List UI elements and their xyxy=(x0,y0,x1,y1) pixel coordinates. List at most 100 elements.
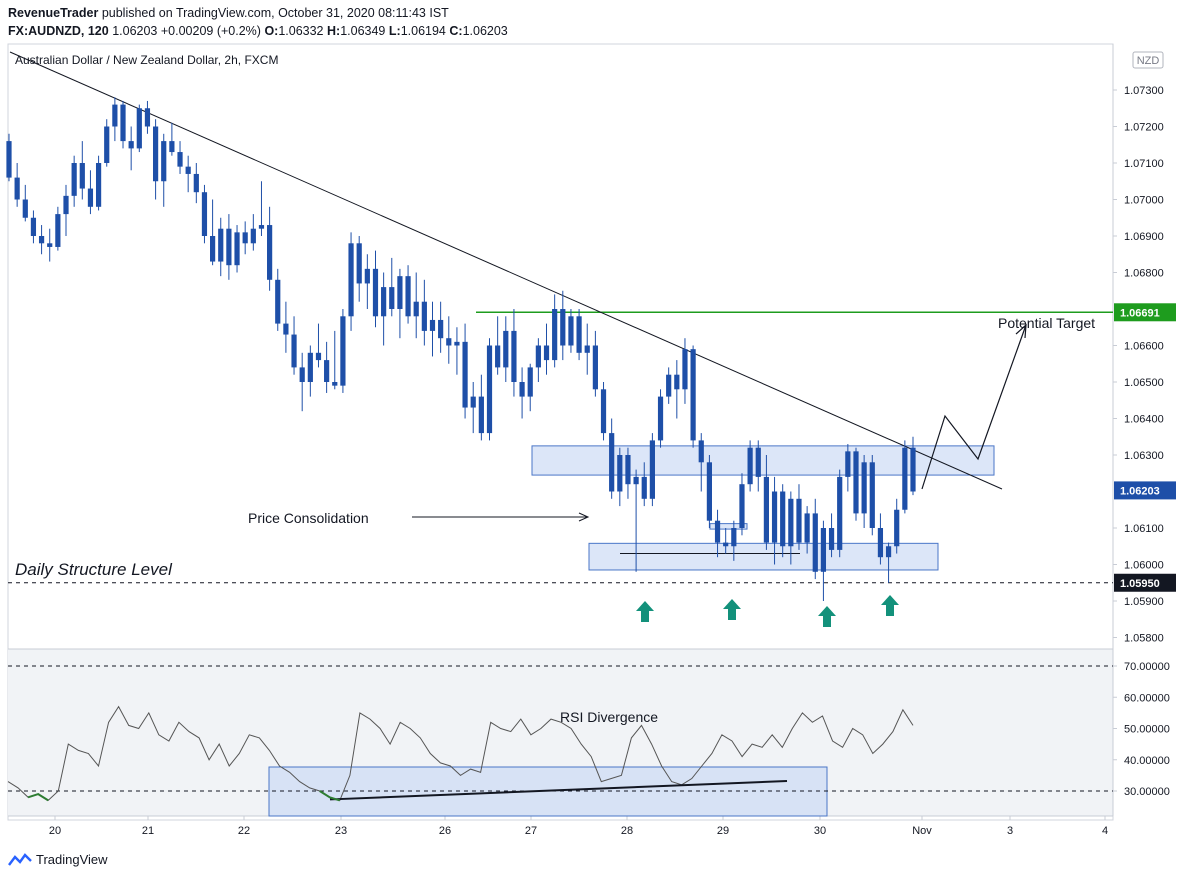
candle xyxy=(902,440,908,514)
candle xyxy=(324,341,330,393)
time-tick-label: 4 xyxy=(1102,825,1108,837)
candle xyxy=(649,433,655,507)
tradingview-footer[interactable]: TradingView xyxy=(8,852,108,867)
rsi-tick-label: 40.00000 xyxy=(1124,755,1170,767)
time-tick-label: 29 xyxy=(717,825,729,837)
daily-structure-label: Daily Structure Level xyxy=(15,560,173,579)
candle xyxy=(6,133,12,182)
price-change: +0.00209 (+0.2%) xyxy=(160,24,261,38)
candle xyxy=(226,214,232,280)
candle xyxy=(495,316,501,375)
rsi-tick-label: 50.00000 xyxy=(1124,724,1170,736)
candle xyxy=(372,250,379,328)
candle xyxy=(283,301,289,353)
candle xyxy=(201,184,208,244)
time-tick-label: 30 xyxy=(814,825,826,837)
rsi-oversold-segment xyxy=(27,793,49,802)
high-label: H: xyxy=(327,24,341,38)
projected-path-arrow[interactable] xyxy=(921,324,1027,490)
candle xyxy=(755,440,761,492)
candle xyxy=(535,338,541,382)
candle xyxy=(71,155,77,207)
consolidation-zone-bottom[interactable] xyxy=(588,542,939,571)
candle xyxy=(79,141,85,200)
time-tick-label: 3 xyxy=(1007,825,1013,837)
price-tick-label: 1.07200 xyxy=(1124,122,1164,134)
candle xyxy=(503,316,509,382)
candle xyxy=(731,520,737,561)
candle xyxy=(625,447,631,499)
high-value: 1.06349 xyxy=(340,24,386,38)
candle xyxy=(633,469,639,572)
candle xyxy=(348,232,354,331)
consolidation-zone-top[interactable] xyxy=(531,445,995,476)
candle xyxy=(486,338,493,441)
candle xyxy=(185,155,191,193)
candle xyxy=(771,476,778,565)
price-tick-label: 1.06900 xyxy=(1124,231,1164,243)
candle xyxy=(828,513,835,558)
candle xyxy=(910,436,916,496)
price-axis-ticks: 1.07300 1.07200 1.07100 1.07000 1.06900 1.068… xyxy=(1113,85,1164,645)
candle xyxy=(690,345,696,448)
rsi-divergence-label: RSI Divergence xyxy=(560,709,658,725)
candle xyxy=(462,323,468,419)
candle xyxy=(332,330,338,390)
price-consolidation-arrowhead xyxy=(578,512,590,522)
publisher-name[interactable]: RevenueTrader xyxy=(8,6,99,20)
price-tick-label: 1.06500 xyxy=(1124,377,1164,389)
candle xyxy=(405,265,411,324)
candle xyxy=(389,257,395,317)
tradingview-brand: TradingView xyxy=(36,852,108,867)
time-axis-ticks: 20 21 22 23 26 27 28 29 30 Nov 3 4 xyxy=(49,816,1108,837)
candle xyxy=(796,484,802,550)
candle xyxy=(250,214,256,251)
candle xyxy=(381,272,387,346)
candle xyxy=(267,206,273,291)
candle xyxy=(666,367,672,404)
rsi-divergence-trendline[interactable] xyxy=(329,780,788,801)
target-price-text: 1.06691 xyxy=(1120,307,1160,319)
candle xyxy=(543,323,550,375)
candle xyxy=(812,498,818,580)
price-consolidation-label: Price Consolidation xyxy=(248,510,369,526)
structure-price-text: 1.05950 xyxy=(1120,578,1160,590)
candle xyxy=(454,327,460,375)
candle xyxy=(723,528,729,554)
symbol-label: FX:AUDNZD, 120 xyxy=(8,24,109,38)
candle xyxy=(218,217,224,277)
candle xyxy=(177,141,183,174)
candle xyxy=(438,301,444,353)
candle xyxy=(527,363,533,412)
candle xyxy=(258,181,265,236)
candle xyxy=(22,184,28,222)
open-label: O: xyxy=(264,24,279,38)
projected-path-arrowhead xyxy=(1015,323,1027,339)
candle xyxy=(152,119,159,200)
candle xyxy=(592,330,598,397)
candle xyxy=(364,254,370,309)
candle xyxy=(560,290,566,361)
candle xyxy=(144,100,151,134)
chart-legend-title: Australian Dollar / New Zealand Dollar, … xyxy=(15,53,278,67)
time-tick-label: Nov xyxy=(912,825,932,837)
candle xyxy=(136,104,142,153)
price-tick-label: 1.05900 xyxy=(1124,596,1164,608)
candle xyxy=(242,221,248,255)
candle xyxy=(845,444,851,492)
time-tick-label: 27 xyxy=(525,825,537,837)
current-price-badge: 1.06203 xyxy=(1114,481,1176,500)
candle xyxy=(853,447,859,521)
candle xyxy=(421,279,427,346)
candle xyxy=(674,360,680,419)
time-tick-label: 23 xyxy=(335,825,347,837)
bounce-up-arrow-icon xyxy=(636,601,654,622)
candle xyxy=(788,491,794,565)
currency-badge[interactable]: NZD xyxy=(1132,51,1164,69)
consolidation-zone-small[interactable] xyxy=(709,523,748,530)
price-tick-label: 1.06800 xyxy=(1124,268,1164,280)
candle xyxy=(877,513,884,565)
descending-trendline[interactable] xyxy=(9,51,1003,490)
candle xyxy=(869,455,875,536)
